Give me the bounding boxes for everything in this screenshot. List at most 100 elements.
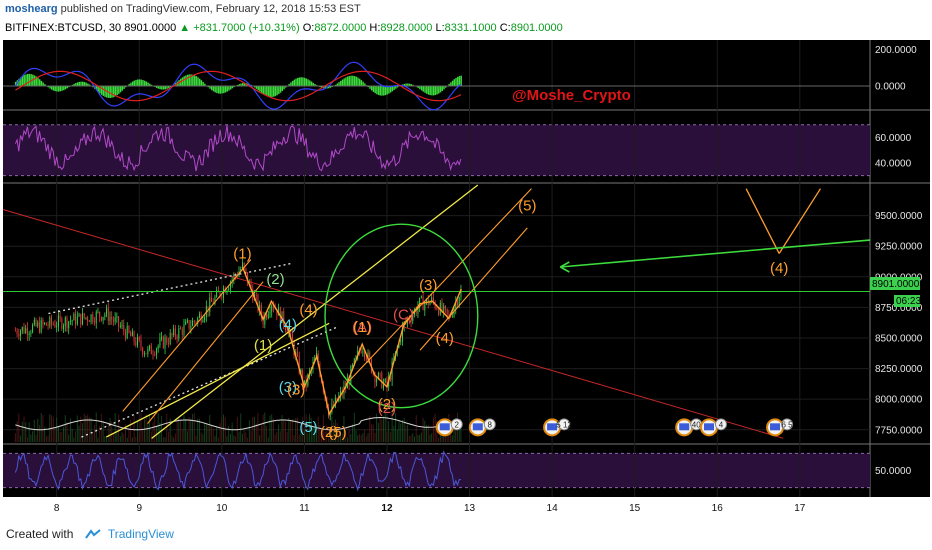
macd-histogram-bar [352, 75, 354, 86]
macd-histogram-bar [20, 77, 22, 86]
volume-bar [286, 431, 288, 442]
event-flag: 40 [675, 418, 703, 437]
macd-histogram-bar [358, 78, 361, 86]
candle-body [125, 330, 126, 339]
macd-histogram-bar [388, 86, 390, 94]
macd-histogram-bar [54, 86, 56, 92]
candle-body [197, 317, 199, 324]
macd-histogram-bar [224, 86, 227, 93]
macd-histogram-bar [66, 86, 68, 89]
candle-body [219, 292, 221, 297]
macd-histogram-bar [186, 74, 189, 86]
macd-histogram-bar [209, 86, 211, 89]
macd-histogram-bar [321, 86, 323, 88]
macd-histogram-bar [159, 86, 161, 90]
event-flag: 5 12 [543, 418, 572, 437]
author-name[interactable]: moshearg [5, 3, 58, 15]
flag-count-bubble [781, 418, 794, 431]
macd-histogram-bar [51, 86, 53, 90]
volume-bar [26, 437, 28, 442]
volume-bar [331, 416, 333, 442]
volume-bar [309, 413, 311, 442]
candle-body [291, 331, 293, 342]
macd-histogram-bar [38, 79, 41, 86]
volume-bar [238, 431, 240, 442]
volume-bar [61, 432, 63, 442]
candle-body [257, 295, 259, 311]
volume-bar [171, 435, 173, 442]
volume-bar [68, 434, 70, 442]
macd-histogram-bar [97, 86, 99, 92]
macd-histogram-bar [288, 84, 290, 86]
candle-body [47, 325, 49, 327]
macd-histogram-bar [455, 77, 457, 86]
macd-histogram-bar [360, 80, 363, 86]
volume-bar [350, 434, 352, 442]
candle-body [364, 351, 366, 358]
macd-histogram-bar [112, 86, 115, 98]
chart-canvas[interactable]: (1)(2)(1)(4)(4)(3)(3)(5) (5)(2)(A)(1)(C)(… [0, 40, 932, 518]
volume-bar [288, 417, 290, 442]
volume-bar [376, 413, 378, 442]
candle-body [241, 262, 243, 270]
volume-bar [111, 421, 113, 442]
candle-body [267, 314, 269, 318]
volume-bar [28, 422, 30, 442]
volume-bar [130, 419, 132, 442]
candle-body [116, 316, 118, 318]
macd-histogram-bar [59, 86, 62, 92]
macd-histogram-bar [278, 86, 280, 95]
flag-icon-body [547, 423, 558, 431]
volume-bar [47, 435, 49, 442]
candle-body [162, 336, 164, 349]
volume-bar [281, 415, 283, 442]
y-tick-label: 8250.0000 [875, 364, 923, 375]
candle-body [214, 296, 216, 304]
candle-body [66, 317, 68, 329]
volume-bar [25, 422, 27, 442]
macd-histogram-bar [202, 81, 204, 86]
footer-brand[interactable]: TradingView [107, 527, 174, 541]
candle-body [300, 370, 302, 374]
macd-histogram-bar [279, 86, 282, 93]
candle-body [135, 341, 137, 346]
wave-label: (A) [352, 319, 372, 336]
candle-body [391, 361, 393, 381]
candle-body [92, 314, 94, 322]
macd-histogram-bar [443, 86, 445, 90]
candle-body [336, 397, 338, 402]
macd-histogram-bar [444, 86, 447, 88]
volume-bar [193, 413, 195, 442]
volume-bar [272, 418, 274, 442]
candle-body [448, 314, 450, 316]
macd-histogram-bar [312, 82, 314, 86]
green-arrow-line [560, 239, 871, 268]
candle-body [178, 328, 180, 339]
volume-bar [131, 437, 133, 442]
volume-bar [252, 417, 254, 442]
macd-histogram-bar [309, 80, 311, 86]
rsi-band [3, 124, 870, 176]
volume-bar [116, 431, 118, 442]
macd-histogram-bar [259, 86, 261, 92]
macd-histogram-bar [427, 86, 430, 95]
macd-histogram-bar [140, 79, 142, 86]
macd-histogram-bar [150, 84, 153, 86]
flag-count-bubble [714, 418, 727, 431]
candle-body [353, 358, 355, 365]
candle-body [460, 288, 462, 298]
volume-bar [204, 422, 206, 442]
stoch-tick-label: 50.0000 [875, 466, 912, 477]
macd-histogram-bar [412, 84, 414, 86]
macd-histogram-bar [33, 75, 36, 86]
candle-body [248, 281, 250, 284]
macd-histogram-bar [432, 86, 435, 96]
x-tick-label: 11 [299, 503, 310, 514]
wave-label: (5) [518, 198, 536, 215]
orange-channel-right-upper [345, 188, 532, 385]
macd-histogram-bar [44, 84, 46, 86]
red-trendline [2, 208, 784, 439]
volume-bar [381, 419, 383, 442]
candle-body [52, 323, 54, 325]
volume-bar [360, 434, 362, 442]
